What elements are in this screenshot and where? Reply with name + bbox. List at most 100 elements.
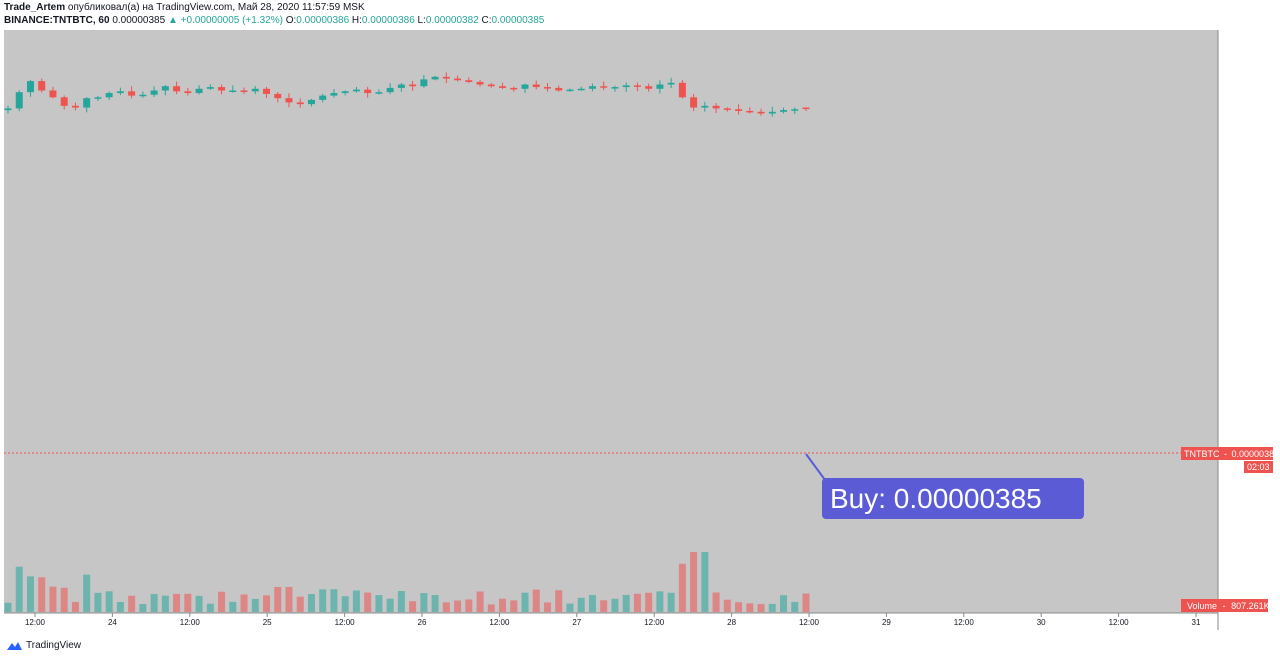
candle-body — [105, 93, 113, 98]
volume-bar — [240, 594, 248, 612]
volume-bar — [206, 603, 214, 612]
candle-body — [768, 111, 776, 114]
time-axis[interactable]: 12:00 24 12:00 25 12:00 26 12:00 27 12:00 28 12:00… — [25, 613, 1201, 627]
candle-body — [218, 87, 226, 91]
volume-bar — [499, 598, 507, 612]
candle-body — [442, 76, 450, 79]
volume-bar — [161, 595, 169, 612]
candle-body — [645, 86, 653, 89]
published-info: опубликовал(а) на TradingView.com, Май 2… — [67, 2, 365, 13]
volume-bar — [375, 595, 383, 612]
volume-bar — [330, 589, 338, 612]
volume-bar — [622, 594, 630, 612]
candle-body — [83, 98, 91, 108]
candle-body — [274, 93, 282, 99]
time-axis-label: 12:00 — [954, 618, 975, 627]
candle-body — [116, 91, 124, 94]
symbol-legend: BINANCE:TNTBTC, 60 0.00000385 ▲ +0.00000… — [4, 15, 544, 26]
candle-body — [690, 97, 698, 108]
volume-bar — [476, 591, 484, 612]
volume-bar — [465, 599, 473, 612]
candle-body — [173, 86, 181, 92]
volume-bar — [4, 602, 12, 612]
time-axis-label: 29 — [882, 618, 891, 627]
candle-body — [577, 88, 585, 91]
volume-bar — [701, 552, 709, 612]
time-axis-label: 26 — [418, 618, 427, 627]
high-value: 0.00000386 — [361, 15, 415, 26]
volume-bar — [690, 552, 698, 612]
price-tag-value: 0.00000385 — [1232, 449, 1280, 459]
time-axis-label: 12:00 — [799, 618, 820, 627]
candle-body — [71, 105, 79, 108]
volume-bar — [645, 592, 653, 612]
volume-bar — [678, 563, 686, 612]
tradingview-logo[interactable]: TradingView — [5, 640, 81, 651]
time-axis-label: 12:00 — [1109, 618, 1130, 627]
candle-body — [454, 78, 462, 81]
time-axis-label: 30 — [1037, 618, 1046, 627]
buy-annotation-text: Buy: 0.00000385 — [830, 483, 1042, 514]
close-value: 0.00000385 — [491, 15, 545, 26]
candle-body — [420, 79, 428, 87]
publisher-name[interactable]: Trade_Artem — [4, 2, 66, 13]
open-label: O: — [285, 15, 297, 26]
candle-body — [206, 87, 214, 89]
candle-body — [521, 84, 529, 89]
volume-bar — [60, 587, 68, 612]
volume-bar — [49, 586, 57, 612]
candle-body — [307, 99, 315, 105]
volume-tag-value: 807.261K — [1231, 601, 1270, 611]
candle-body — [431, 76, 439, 80]
volume-bar — [116, 602, 124, 612]
time-axis-label: 12:00 — [489, 618, 510, 627]
low-label: L: — [417, 15, 426, 26]
volume-bar — [274, 586, 282, 612]
volume-bar — [487, 604, 495, 612]
plot-area[interactable] — [4, 30, 1218, 613]
volume-bar — [577, 597, 585, 612]
candle-body — [139, 94, 147, 97]
volume-bar — [285, 586, 293, 612]
volume-bar — [38, 577, 46, 612]
volume-bar — [757, 604, 765, 612]
last-price: 0.00000385 — [112, 15, 166, 26]
tradingview-cloud-icon — [7, 642, 22, 650]
candle-body — [49, 90, 57, 98]
candle-body — [229, 90, 237, 92]
volume-bar — [521, 592, 529, 612]
symbol-name[interactable]: BINANCE:TNTBTC, 60 — [4, 15, 110, 26]
volume-bar — [802, 593, 810, 612]
candle-body — [588, 86, 596, 89]
candle-body — [465, 80, 473, 82]
volume-bar — [150, 594, 158, 612]
price-tag: TNTBTC - 0.00000385 02:03 — [1181, 447, 1279, 473]
bar-countdown: 02:03 — [1247, 462, 1270, 472]
volume-bar — [543, 602, 551, 612]
time-axis-label: 12:00 — [335, 618, 356, 627]
candle-body — [364, 89, 372, 94]
svg-text:Volume - 807.261K: Volume - 807.261K — [1187, 601, 1270, 611]
volume-bar — [431, 595, 439, 612]
candle-body — [285, 98, 293, 103]
candle-body — [723, 108, 731, 110]
time-axis-label: 24 — [108, 618, 117, 627]
candle-body — [251, 88, 259, 92]
buy-annotation-box[interactable] — [822, 478, 1084, 519]
close-label: C: — [481, 15, 492, 26]
volume-bar — [218, 591, 226, 612]
candle-body — [622, 85, 630, 88]
volume-bar — [555, 590, 563, 612]
buy-annotation[interactable]: Buy: 0.00000385 — [805, 453, 1084, 519]
tradingview-brand-text: TradingView — [26, 640, 82, 651]
candle-body — [60, 97, 68, 106]
high-label: H: — [351, 15, 362, 26]
time-axis-label: 31 — [1192, 618, 1201, 627]
candle-body — [296, 102, 304, 105]
volume-bar — [633, 593, 641, 612]
open-value: 0.00000386 — [296, 15, 350, 26]
price-tag-symbol: TNTBTC — [1184, 449, 1220, 459]
candle-body — [499, 86, 507, 88]
volume-bar — [510, 600, 518, 612]
